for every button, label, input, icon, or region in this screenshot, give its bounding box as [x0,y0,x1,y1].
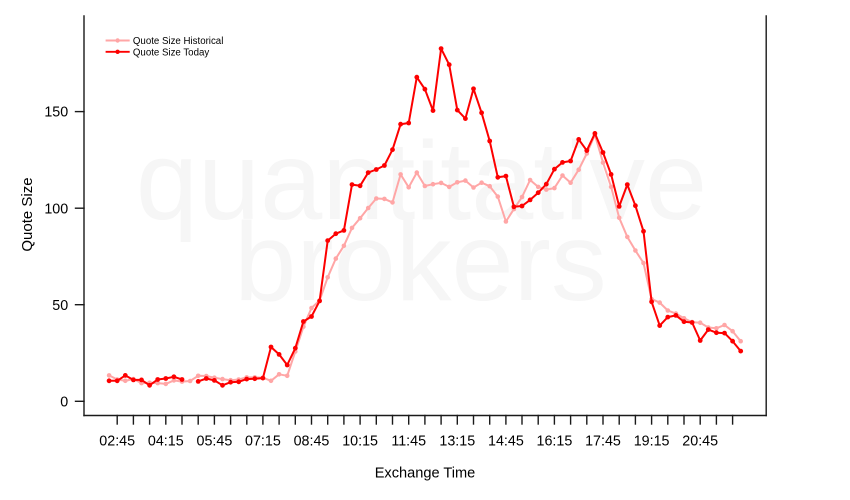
svg-text:brokers: brokers [234,199,606,324]
svg-text:0: 0 [60,394,68,410]
svg-text:Quote Size Historical: Quote Size Historical [133,36,223,47]
svg-text:13:15: 13:15 [439,434,475,450]
svg-text:Exchange Time: Exchange Time [375,466,476,482]
svg-text:20:45: 20:45 [682,434,718,450]
svg-text:04:15: 04:15 [148,434,184,450]
svg-text:100: 100 [44,201,68,217]
svg-text:Quote Size Today: Quote Size Today [133,48,209,59]
svg-text:07:15: 07:15 [245,434,281,450]
svg-text:16:15: 16:15 [537,434,573,450]
svg-text:150: 150 [44,105,68,121]
svg-text:19:15: 19:15 [634,434,670,450]
svg-text:17:45: 17:45 [585,434,621,450]
svg-text:10:15: 10:15 [342,434,378,450]
svg-text:11:45: 11:45 [391,434,426,450]
svg-text:Quote Size: Quote Size [19,177,36,251]
svg-text:05:45: 05:45 [197,434,233,450]
svg-text:02:45: 02:45 [99,434,135,450]
svg-text:08:45: 08:45 [294,434,330,450]
svg-text:50: 50 [52,298,68,314]
svg-text:14:45: 14:45 [488,434,524,450]
